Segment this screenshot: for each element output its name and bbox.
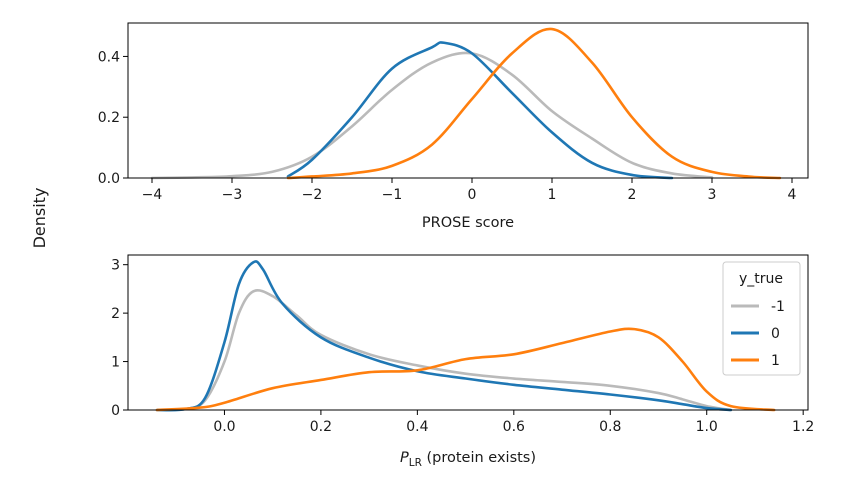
legend-entry-0: 0 bbox=[731, 326, 780, 342]
series-line-0 bbox=[286, 41, 674, 180]
series-line-1 bbox=[155, 327, 776, 412]
bottom-chart-plr: 0.0 0.2 0.4 0.6 0.8 1.0 1.2 0 1 2 3 PLR (protein ex… bbox=[111, 254, 814, 469]
axes-frame bbox=[127, 254, 809, 411]
x-tick-label: 1 bbox=[548, 187, 557, 203]
x-tick-label: 1.2 bbox=[792, 419, 814, 435]
x-tick-label: −2 bbox=[302, 187, 323, 203]
x-tick-label: 4 bbox=[788, 187, 797, 203]
x-tick-label: 2 bbox=[628, 187, 637, 203]
legend-frame bbox=[722, 261, 801, 376]
legend-label-0: 0 bbox=[771, 326, 780, 342]
y-tick-label: 0.2 bbox=[98, 110, 120, 126]
x-tick-label: 0.6 bbox=[503, 419, 525, 435]
series-line-0 bbox=[155, 260, 733, 412]
legend: y_true -1 0 1 bbox=[722, 261, 801, 376]
x-tick-label: 3 bbox=[708, 187, 717, 203]
legend-title: y_true bbox=[739, 271, 783, 287]
y-tick-label: 1 bbox=[111, 355, 120, 371]
x-tick-label: −4 bbox=[142, 187, 163, 203]
legend-label-1: 1 bbox=[771, 353, 780, 369]
x-tick-label: 0.8 bbox=[599, 419, 621, 435]
shared-y-axis-label: Density bbox=[30, 188, 49, 249]
series-line-neg1 bbox=[150, 51, 714, 180]
legend-entry-1: 1 bbox=[731, 353, 780, 369]
series-line-1 bbox=[286, 27, 782, 180]
x-tick-label: −1 bbox=[382, 187, 403, 203]
x-axis-label: PROSE score bbox=[422, 215, 514, 231]
y-tick-label: 2 bbox=[111, 306, 120, 322]
series-line-neg1 bbox=[155, 289, 733, 412]
x-axis-label: PLR (protein exists) bbox=[400, 450, 536, 469]
y-tick-label: 0.4 bbox=[98, 49, 120, 65]
y-tick-label: 3 bbox=[111, 258, 120, 274]
axes-frame bbox=[127, 22, 809, 179]
x-tick-label: −3 bbox=[222, 187, 243, 203]
x-tick-label: 0 bbox=[468, 187, 477, 203]
y-tick-label: 0.0 bbox=[98, 171, 120, 187]
x-tick-label: 1.0 bbox=[696, 419, 718, 435]
x-tick-label: 0.2 bbox=[310, 419, 332, 435]
legend-entry-neg1: -1 bbox=[731, 299, 785, 315]
x-tick-label: 0.4 bbox=[406, 419, 428, 435]
legend-label-neg1: -1 bbox=[771, 299, 785, 315]
x-tick-label: 0.0 bbox=[213, 419, 235, 435]
y-tick-label: 0 bbox=[111, 403, 120, 419]
top-chart-prose-score: −4 −3 −2 −1 0 1 2 3 4 0.0 0.2 0.4 PROSE score bbox=[98, 22, 809, 231]
